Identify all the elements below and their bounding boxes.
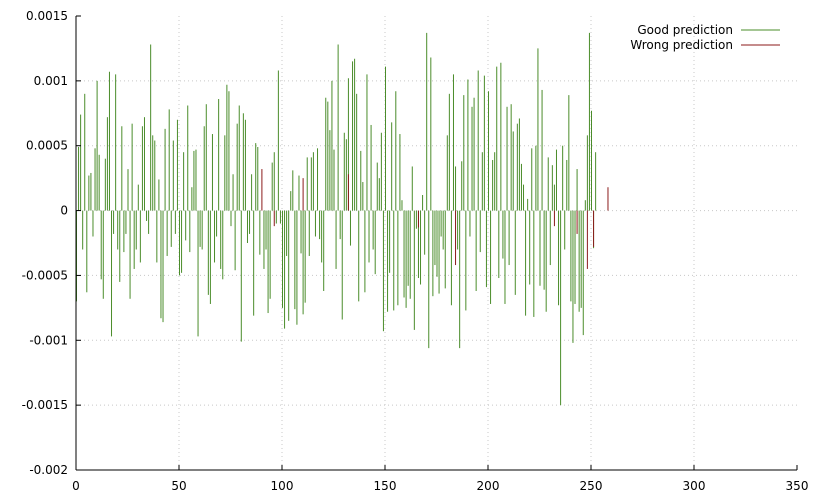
x-tick-label: 200 [477,479,500,493]
bar-series [76,32,609,406]
x-tick-label: 100 [271,479,294,493]
y-tick-label: -0.0015 [22,398,68,412]
y-tick-label: 0.001 [34,74,68,88]
x-tick-label: 250 [580,479,603,493]
y-tick-label: -0.002 [29,463,68,477]
y-tick-label: -0.001 [29,333,68,347]
x-tick-label: 300 [683,479,706,493]
x-tick-label: 350 [786,479,809,493]
tick-labels: -0.002 -0.0015 -0.001 -0.0005 0 0.0005 0.001 0.… [22,9,809,493]
legend-label-good-prediction: Good prediction [637,23,733,37]
x-tick-label: 0 [72,479,80,493]
x-tick-label: 50 [171,479,186,493]
legend-label-wrong-prediction: Wrong prediction [630,38,733,52]
y-tick-label: -0.0005 [22,268,68,282]
y-tick-label: 0.0015 [26,9,68,23]
x-tick-label: 150 [374,479,397,493]
y-tick-label: 0 [60,204,68,218]
axes [75,15,798,471]
y-tick-label: 0.0005 [26,139,68,153]
